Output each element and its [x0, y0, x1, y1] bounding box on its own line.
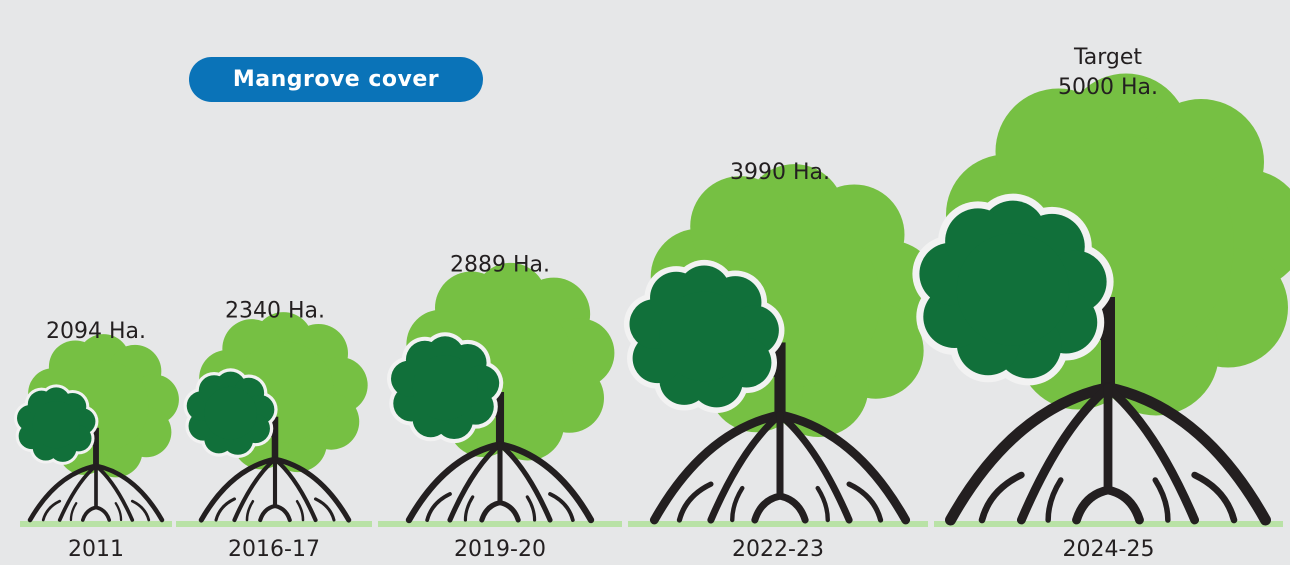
tree-mark: 3990 Ha.	[623, 160, 939, 525]
trunk	[1101, 297, 1115, 392]
dark-canopy	[183, 368, 278, 459]
roots	[198, 456, 352, 523]
roots	[649, 410, 911, 525]
value-label: 2889 Ha.	[450, 252, 550, 277]
tree-mark: 2094 Ha.	[14, 319, 179, 523]
chart-title-badge: Mangrove cover	[189, 57, 483, 102]
category-label: 2016-17	[228, 537, 320, 562]
roots	[945, 382, 1271, 526]
trunk	[93, 427, 99, 470]
trunk	[774, 342, 786, 419]
annotation-label: Target	[1073, 45, 1142, 70]
category-label: 2019-20	[454, 537, 546, 562]
category-label: 2011	[68, 537, 124, 562]
tree-mark: 2889 Ha.	[386, 252, 615, 524]
ground-strip	[20, 521, 172, 527]
dark-canopy	[623, 259, 785, 414]
trunk	[495, 391, 505, 449]
category-label: 2022-23	[732, 537, 824, 562]
value-label: 2094 Ha.	[46, 319, 146, 344]
ground-strip	[176, 521, 372, 527]
roots	[27, 463, 165, 523]
trunk	[271, 416, 279, 464]
value-label: 2340 Ha.	[225, 298, 325, 323]
category-label: 2024-25	[1063, 537, 1155, 562]
dark-canopy	[386, 332, 504, 444]
ground-strip	[934, 521, 1283, 527]
tree-mark: 5000 Ha. Target	[912, 45, 1290, 526]
value-label: 3990 Ha.	[730, 160, 830, 185]
value-label: 5000 Ha.	[1058, 75, 1158, 100]
tree-mark: 2340 Ha.	[183, 298, 368, 523]
ground-strip	[628, 521, 928, 527]
dark-canopy	[912, 193, 1114, 386]
ground-strip	[378, 521, 622, 527]
dark-canopy	[14, 384, 99, 465]
roots	[405, 441, 595, 524]
